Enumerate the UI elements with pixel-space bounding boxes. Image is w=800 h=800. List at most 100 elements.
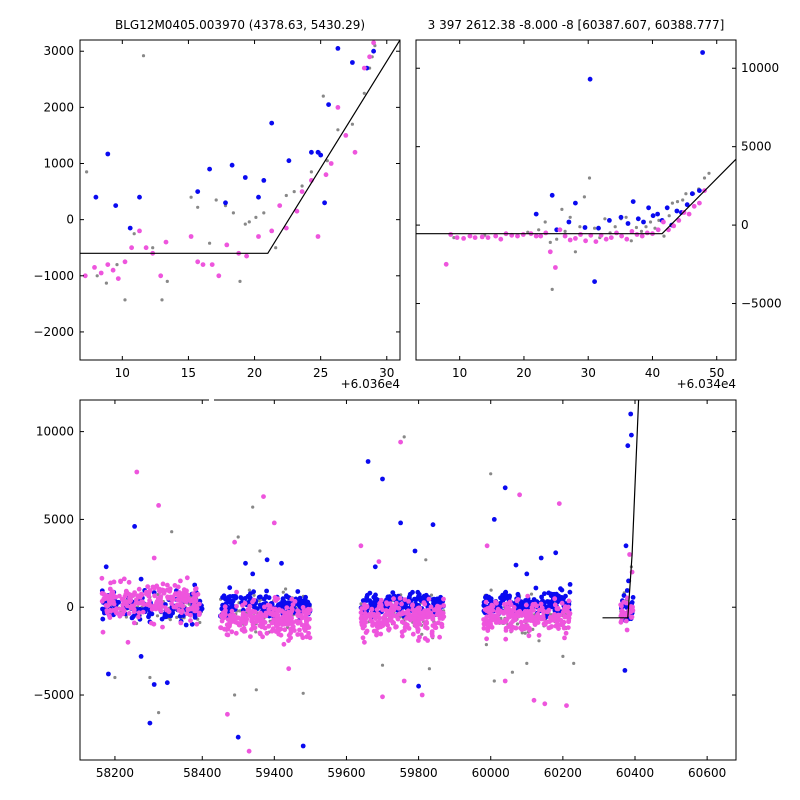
panel-top-left-frame: [79, 39, 401, 361]
tr-point-pink: [639, 233, 645, 239]
tr-point-pink: [520, 232, 526, 237]
bt-point-pink: [124, 603, 130, 609]
bt-point-blue: [372, 564, 378, 570]
bt-point-pink: [154, 583, 160, 589]
bt-point-blue: [284, 593, 289, 599]
bt-point-pink: [420, 613, 426, 619]
bt-point-pink: [262, 625, 268, 631]
bt-point-blue: [625, 443, 631, 449]
tl-point-grey: [284, 193, 288, 198]
tl-point-blue: [229, 162, 235, 168]
bt-point-pink: [282, 627, 288, 633]
tr-point-pink: [661, 219, 666, 225]
bt-point-pink: [399, 601, 404, 607]
bt-point-pink: [140, 609, 146, 615]
bt-point-pink: [526, 633, 532, 639]
bt-point-pink: [279, 608, 285, 614]
tl-point-pink: [110, 267, 116, 273]
tr-point-grey: [624, 215, 628, 219]
bt-point-blue: [621, 593, 627, 598]
bt-point-pink: [552, 602, 558, 608]
bt-point-pink: [145, 584, 151, 589]
bt-point-blue: [243, 560, 248, 566]
tl-point-grey: [104, 281, 108, 285]
tr-point-grey: [587, 176, 592, 180]
tl-point-grey: [350, 122, 354, 126]
tr-point-blue: [646, 205, 651, 211]
bt-point-pink: [525, 625, 530, 630]
tl-point-grey: [214, 198, 218, 202]
tl-point-grey: [208, 241, 212, 245]
tl-point-pink: [323, 172, 329, 178]
bt-point-pink: [547, 615, 553, 620]
bt-point-pink: [404, 616, 409, 621]
bt-point-blue: [431, 596, 437, 602]
bt-point-blue: [286, 601, 292, 606]
bt-point-pink: [562, 635, 567, 641]
tl-point-pink: [115, 276, 121, 281]
tl-point-grey: [262, 211, 266, 215]
bt-point-pink: [432, 607, 437, 613]
bt-point-grey: [254, 688, 258, 692]
bt-point-pink: [516, 613, 521, 619]
bt-point-pink: [304, 634, 309, 640]
bt-point-blue: [533, 585, 539, 591]
bt-point-blue: [364, 595, 370, 600]
bt-point-blue: [558, 586, 563, 592]
bt-point-blue: [365, 459, 371, 464]
tr-point-pink: [681, 210, 687, 215]
bt-point-pink: [402, 628, 407, 633]
bt-point-pink: [178, 620, 184, 626]
bt-point-pink: [565, 625, 571, 630]
bt-point-blue: [630, 595, 636, 600]
tl-point-blue: [350, 60, 355, 65]
tl-point-blue: [318, 152, 324, 158]
bt-point-pink: [228, 619, 234, 625]
bt-point-grey: [284, 587, 288, 591]
bt-point-pink: [538, 601, 544, 607]
tr-point-pink: [603, 236, 609, 242]
tr-point-blue: [549, 192, 555, 198]
tl-point-grey: [254, 215, 258, 219]
tr-point-blue: [641, 219, 646, 225]
tl-point-blue: [195, 189, 201, 195]
tl-point-grey: [189, 195, 193, 199]
panel-top-left-title: BLG12M0405.003970 (4378.63, 5430.29): [115, 18, 365, 32]
bt-point-pink: [107, 601, 112, 607]
bt-point-pink: [194, 606, 200, 611]
tr-point-blue: [664, 205, 670, 211]
bt-point-pink: [194, 621, 200, 627]
bt-point-pink: [422, 636, 428, 641]
tl-model-line: [80, 40, 400, 254]
bt-point-grey: [523, 631, 527, 635]
bt-point-pink: [415, 627, 421, 632]
bt-y-tick-label: 5000: [43, 512, 74, 526]
bt-point-pink: [301, 626, 307, 631]
bt-point-grey: [515, 622, 520, 626]
tr-point-blue: [566, 219, 572, 225]
bt-point-grey: [520, 631, 524, 635]
bt-y-tick-label: 10000: [36, 425, 74, 439]
bt-point-pink: [146, 590, 152, 596]
panel-bottom-axes: 58200 58400 59400 59600 59800 60000 60200 60400…: [33, 400, 736, 780]
tr-point-grey: [537, 228, 541, 232]
tr-point-pink: [691, 203, 697, 209]
tl-point-pink: [315, 234, 321, 239]
tr-y-tick-label: −5000: [741, 297, 782, 311]
bt-point-pink: [401, 678, 407, 684]
bt-point-pink: [257, 630, 263, 636]
bt-point-pink: [364, 628, 370, 634]
bt-point-pink: [412, 612, 418, 617]
bt-point-grey: [420, 632, 424, 636]
bt-point-pink: [108, 580, 113, 586]
bt-point-grey: [572, 661, 576, 666]
bt-point-pink: [132, 590, 138, 595]
bt-point-pink: [195, 591, 201, 597]
bt-point-pink: [551, 617, 557, 623]
bt-point-pink: [107, 615, 113, 620]
bt-point-pink: [528, 615, 534, 620]
tr-point-grey: [548, 240, 552, 244]
bt-point-blue: [189, 621, 195, 627]
bt-point-pink: [181, 587, 187, 593]
bt-point-pink: [188, 618, 193, 623]
